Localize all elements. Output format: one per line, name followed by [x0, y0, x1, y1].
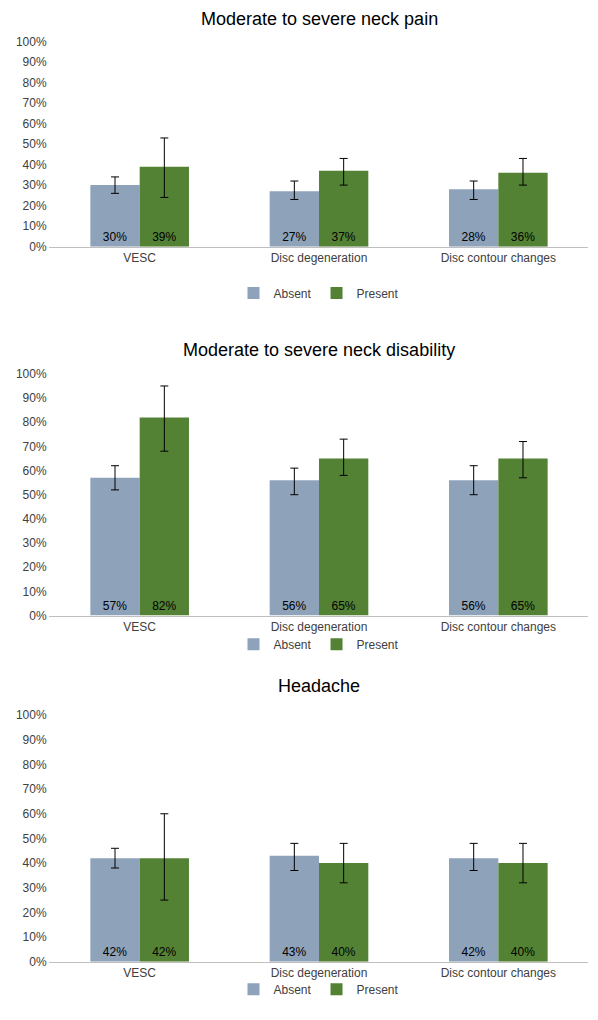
svg-text:60%: 60%	[23, 117, 47, 131]
svg-text:10%: 10%	[23, 930, 47, 944]
svg-text:100%: 100%	[16, 708, 47, 722]
svg-text:30%: 30%	[103, 230, 127, 244]
svg-text:65%: 65%	[331, 599, 355, 613]
svg-text:Moderate to severe neck pain: Moderate to severe neck pain	[201, 9, 438, 29]
svg-text:50%: 50%	[23, 488, 47, 502]
svg-text:10%: 10%	[23, 585, 47, 599]
svg-text:Present: Present	[357, 983, 399, 997]
svg-text:80%: 80%	[23, 415, 47, 429]
svg-text:60%: 60%	[23, 807, 47, 821]
svg-text:Disc degeneration: Disc degeneration	[271, 251, 368, 265]
svg-text:20%: 20%	[23, 906, 47, 920]
svg-text:65%: 65%	[511, 599, 535, 613]
svg-text:VESC: VESC	[123, 251, 156, 265]
svg-text:Disc contour changes: Disc contour changes	[441, 251, 556, 265]
svg-text:70%: 70%	[23, 96, 47, 110]
svg-text:VESC: VESC	[123, 620, 156, 634]
svg-text:Disc contour changes: Disc contour changes	[441, 620, 556, 634]
svg-text:Disc degeneration: Disc degeneration	[271, 966, 368, 980]
svg-text:30%: 30%	[23, 536, 47, 550]
svg-text:82%: 82%	[152, 599, 176, 613]
svg-text:57%: 57%	[103, 599, 127, 613]
svg-text:42%: 42%	[152, 945, 176, 959]
svg-text:43%: 43%	[282, 945, 306, 959]
svg-text:Disc contour changes: Disc contour changes	[441, 966, 556, 980]
svg-text:Moderate to severe neck disabi: Moderate to severe neck disability	[183, 340, 455, 360]
svg-text:0%: 0%	[29, 609, 47, 623]
svg-text:10%: 10%	[23, 219, 47, 233]
svg-text:20%: 20%	[23, 199, 47, 213]
svg-text:Absent: Absent	[274, 983, 312, 997]
svg-text:42%: 42%	[103, 945, 127, 959]
svg-text:VESC: VESC	[123, 966, 156, 980]
svg-text:Present: Present	[357, 638, 399, 652]
svg-text:56%: 56%	[462, 599, 486, 613]
svg-text:40%: 40%	[23, 512, 47, 526]
svg-text:90%: 90%	[23, 391, 47, 405]
svg-text:40%: 40%	[511, 945, 535, 959]
svg-text:90%: 90%	[23, 55, 47, 69]
svg-text:30%: 30%	[23, 178, 47, 192]
svg-text:50%: 50%	[23, 137, 47, 151]
svg-text:Headache: Headache	[278, 676, 360, 696]
svg-text:27%: 27%	[282, 230, 306, 244]
svg-text:0%: 0%	[29, 955, 47, 969]
svg-text:36%: 36%	[511, 230, 535, 244]
svg-text:60%: 60%	[23, 464, 47, 478]
svg-text:37%: 37%	[331, 230, 355, 244]
svg-text:0%: 0%	[29, 240, 47, 254]
svg-text:40%: 40%	[331, 945, 355, 959]
svg-text:90%: 90%	[23, 733, 47, 747]
svg-text:Absent: Absent	[274, 287, 312, 301]
svg-text:42%: 42%	[462, 945, 486, 959]
svg-text:70%: 70%	[23, 440, 47, 454]
svg-text:Disc degeneration: Disc degeneration	[271, 620, 368, 634]
svg-text:70%: 70%	[23, 782, 47, 796]
svg-text:80%: 80%	[23, 76, 47, 90]
svg-text:30%: 30%	[23, 881, 47, 895]
svg-text:40%: 40%	[23, 158, 47, 172]
svg-text:Absent: Absent	[274, 638, 312, 652]
svg-text:100%: 100%	[16, 35, 47, 49]
svg-text:20%: 20%	[23, 560, 47, 574]
svg-text:56%: 56%	[282, 599, 306, 613]
svg-text:40%: 40%	[23, 856, 47, 870]
svg-text:28%: 28%	[462, 230, 486, 244]
svg-text:80%: 80%	[23, 758, 47, 772]
svg-text:50%: 50%	[23, 832, 47, 846]
svg-text:100%: 100%	[16, 367, 47, 381]
svg-text:Present: Present	[357, 287, 399, 301]
svg-text:39%: 39%	[152, 230, 176, 244]
